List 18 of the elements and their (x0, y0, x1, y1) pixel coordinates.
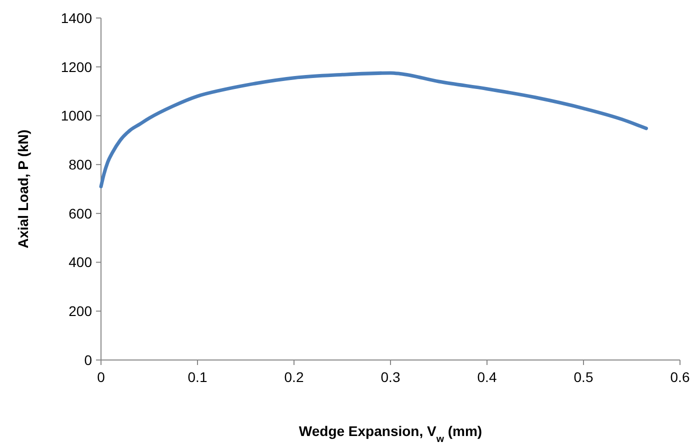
line-series (99, 71, 648, 188)
y-tick-label: 800 (68, 156, 92, 172)
x-tick-label: 0.1 (188, 369, 208, 385)
y-tick-label: 600 (68, 205, 92, 222)
y-tick-label: 1200 (60, 58, 92, 75)
y-tick-label: 400 (68, 254, 92, 270)
y-tick-label: 0 (84, 352, 92, 368)
x-axis-title: Wedge Expansion, V$_{w}$ (mm) (298, 423, 482, 444)
x-tick-label: 0 (97, 369, 106, 385)
x-tick-label: 0.4 (477, 369, 497, 385)
x-tick-label: 0.3 (380, 369, 400, 385)
x-tick-label: 0.2 (284, 369, 304, 385)
y-tick-label: 200 (68, 303, 92, 320)
y-tick-label: 1000 (60, 108, 92, 124)
y-axis-title: Axial Load, P (kN) (15, 130, 31, 248)
y-tick-label: 1400 (60, 10, 92, 26)
x-tick-label: 0.6 (670, 369, 690, 385)
x-tick-label: 0.5 (574, 369, 594, 385)
